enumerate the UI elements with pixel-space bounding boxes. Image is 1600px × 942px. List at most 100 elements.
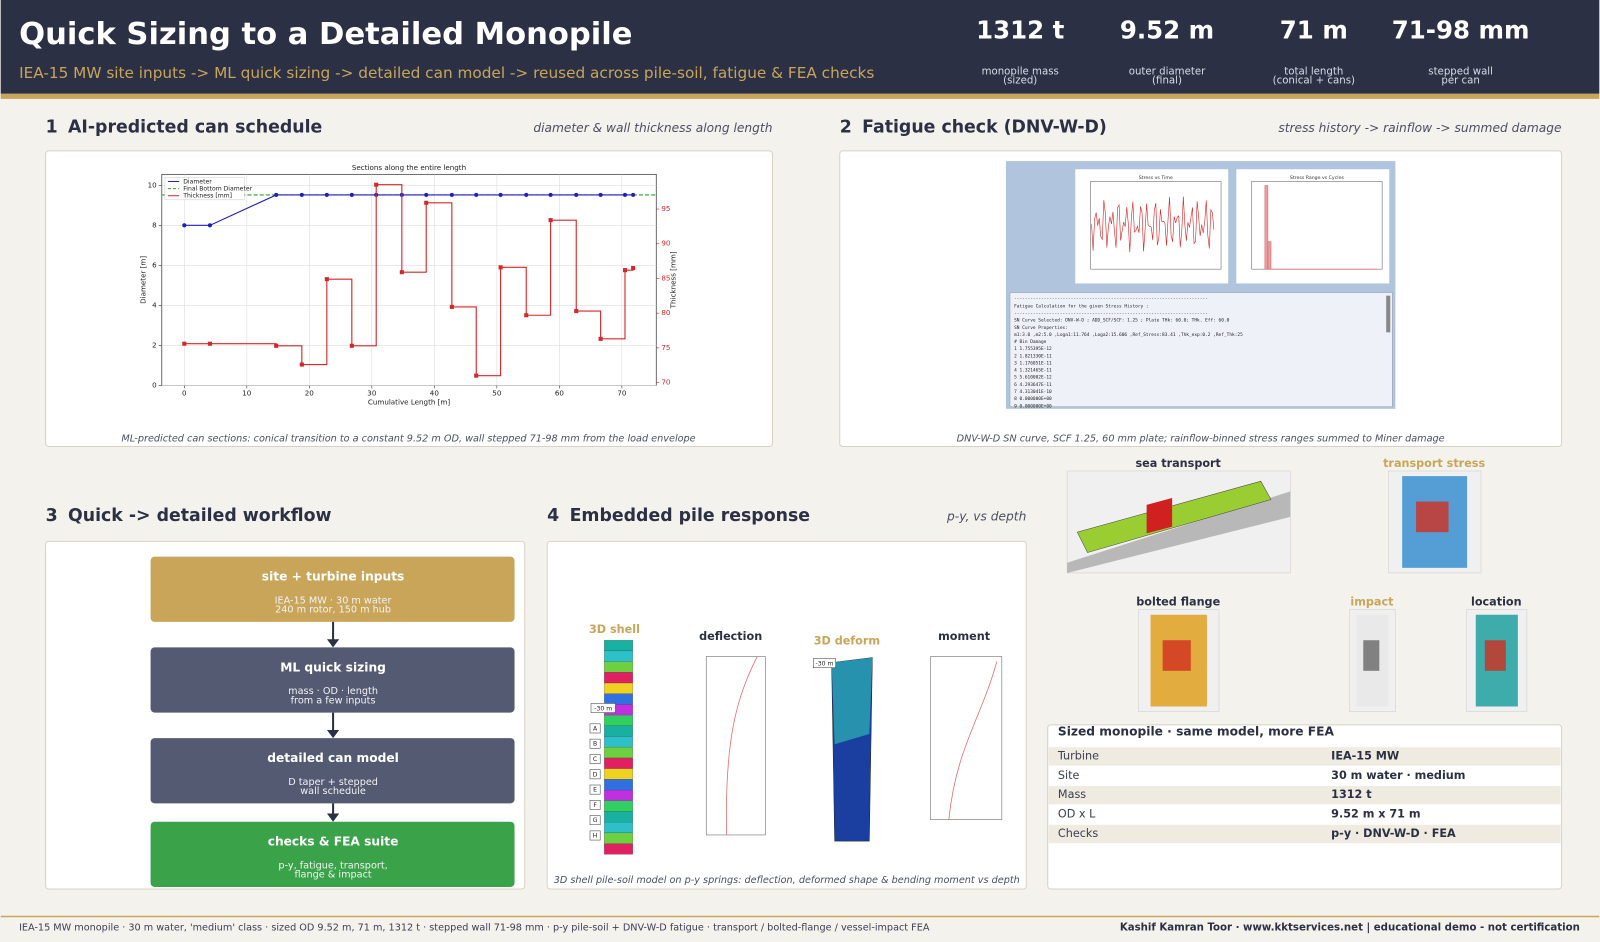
step-title: detailed can model [267,751,399,765]
table-key: Turbine [1057,749,1099,762]
footer-left: IEA-15 MW monopile · 30 m water, 'medium… [19,923,930,934]
mini-chart [1075,169,1229,284]
kpi-label: stepped wall [1428,66,1493,77]
step-title: ML quick sizing [280,660,386,674]
marker [631,192,636,197]
step-text: D taper + stepped [288,777,378,788]
y2-tick-label: 90 [661,239,671,248]
marker [598,336,603,341]
section-tag-box [589,784,601,795]
image-title: bolted flange [1136,596,1220,609]
marker [622,192,628,197]
table-value: p-y · DNV-W-D · FEA [1331,827,1456,840]
depth-tag: -30 m [594,706,612,713]
table-title: Sized monopile · same model, more FEA [1058,724,1335,738]
section-tag-box [589,723,601,734]
step-text: IEA-15 MW · 30 m water [275,595,392,606]
section-tag-box [589,815,601,826]
x-axis-label: Cumulative Length [m] [368,398,450,407]
fea-hotspot [1363,640,1380,671]
marker [299,192,304,197]
marker [449,192,454,197]
y2-tick-label: 95 [661,204,670,213]
section-tag-box [589,830,601,841]
marker [182,341,187,346]
y2-tick-label: 70 [661,378,671,387]
shell-band [604,661,633,673]
fea-hotspot [1416,501,1449,533]
marker [524,192,529,197]
shell-band [604,843,633,855]
fea-ground [1067,491,1291,573]
image-title: transport stress [1383,457,1485,470]
view-title: deflection [699,630,762,643]
plot-area [161,173,657,386]
marker [548,192,553,197]
log-line: # Bin Damage [1014,339,1047,345]
mini-axes [1090,181,1222,270]
shell-band [604,779,633,791]
panel-title: Embedded pile response [570,506,810,526]
legend-label: Diameter [183,178,212,185]
table-row-bg [1048,824,1561,844]
shell-band [604,693,633,705]
marker [207,341,212,346]
table-row-bg [1048,786,1561,805]
step-text: p-y, fatigue, transport, [278,861,387,872]
marker [524,313,529,318]
marker [424,200,429,205]
y2-tick-label: 80 [661,308,671,317]
marker [349,343,354,348]
log-line: 1 1.755395E-12 [1014,346,1052,352]
y-tick-label: 2 [152,340,157,349]
marker [631,266,636,271]
x-tick-label: 70 [617,389,627,398]
workflow-step [150,738,515,804]
kpi-label: (conical + cans) [1273,76,1355,87]
page-subtitle: IEA-15 MW site inputs -> ML quick sizing… [19,64,874,82]
histogram-bar [1264,185,1269,270]
shell-band [604,640,633,652]
shell-band [604,789,633,801]
section-tag: E [593,787,597,794]
panel-number: 2 [840,117,852,137]
marker [299,362,304,367]
chart-title: Sections along the entire length [352,163,466,172]
step-text: from a few inputs [291,695,376,706]
scrollbar [1386,295,1391,333]
shell-band [604,822,633,834]
shell-band [604,757,633,769]
section-tag-box [589,769,601,780]
kpi-value: 1312 t [976,16,1065,45]
shell-band [604,768,633,780]
series-line [184,194,634,226]
y2-axis-label: Thickness [mm] [669,251,678,309]
kpi-label: total length [1284,66,1343,77]
marker [449,304,454,309]
log-line: SN Curve Properties: [1014,325,1068,331]
response-curve [948,661,998,820]
marker [324,277,329,282]
y2-tick-label: 85 [661,273,670,282]
marker [548,218,553,223]
panel-number: 4 [547,506,559,526]
log-line: 8 0.000000E+00 [1014,396,1052,402]
log-line: 2 1.821330E-11 [1014,353,1052,359]
table-value: 9.52 m x 71 m [1331,808,1420,821]
image-title: impact [1350,596,1394,609]
view-title: moment [938,630,991,643]
table-key: Checks [1058,827,1098,840]
fea-hotspot [1162,640,1191,671]
workflow-step [150,556,515,622]
marker [374,182,379,187]
legend-label: Final Bottom Diameter [183,186,252,193]
x-tick-label: 0 [182,389,187,398]
table-value: IEA-15 MW [1331,749,1399,762]
panel-caption: 3D shell pile-soil model on p-y springs:… [554,875,1020,886]
table-box [1047,724,1563,890]
workflow-step [150,821,515,887]
panel-box [546,540,1027,890]
panel-title: Fatigue check (DNV-W-D) [862,117,1107,137]
shell-band [604,800,633,812]
